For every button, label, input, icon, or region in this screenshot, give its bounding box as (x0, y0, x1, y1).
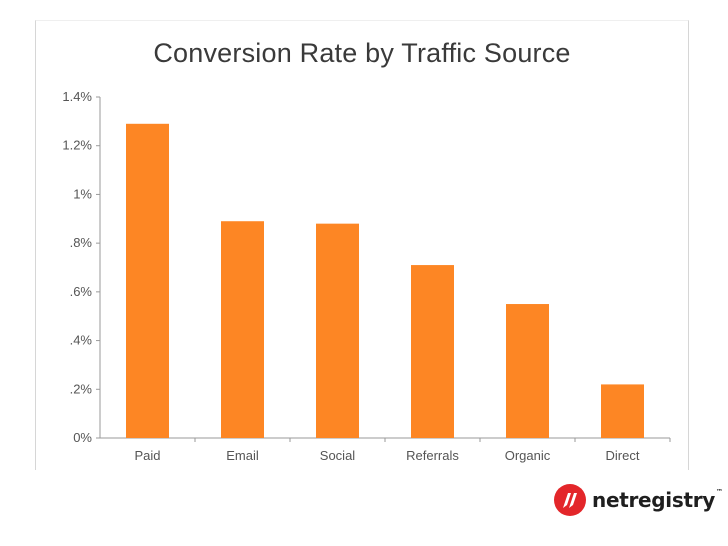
chart-frame (35, 20, 689, 470)
netregistry-logo: netregistry™ (554, 483, 723, 517)
y-tick-label: 1% (73, 186, 92, 201)
netregistry-logo-text: netregistry™ (592, 488, 723, 512)
x-tick-label: Email (226, 448, 259, 463)
chart-title: Conversion Rate by Traffic Source (153, 38, 571, 68)
x-tick-label: Organic (505, 448, 551, 463)
bar-referrals (411, 265, 454, 438)
y-tick-label: .2% (70, 381, 93, 396)
x-tick-label: Referrals (406, 448, 459, 463)
x-tick-label: Social (320, 448, 356, 463)
y-tick-label: 1.4% (62, 89, 92, 104)
x-tick-label: Direct (606, 448, 640, 463)
netregistry-logo-icon (554, 484, 586, 516)
y-tick-label: 0% (73, 430, 92, 445)
bar-direct (601, 384, 644, 438)
x-tick-label: Paid (134, 448, 160, 463)
y-tick-label: .6% (70, 284, 93, 299)
bar-paid (126, 123, 169, 439)
bar-organic (506, 304, 549, 438)
bar-social (316, 223, 359, 438)
y-tick-label: .4% (70, 333, 93, 348)
y-tick-label: 1.2% (62, 138, 92, 153)
bar-email (221, 221, 264, 438)
y-tick-label: .8% (70, 235, 93, 250)
